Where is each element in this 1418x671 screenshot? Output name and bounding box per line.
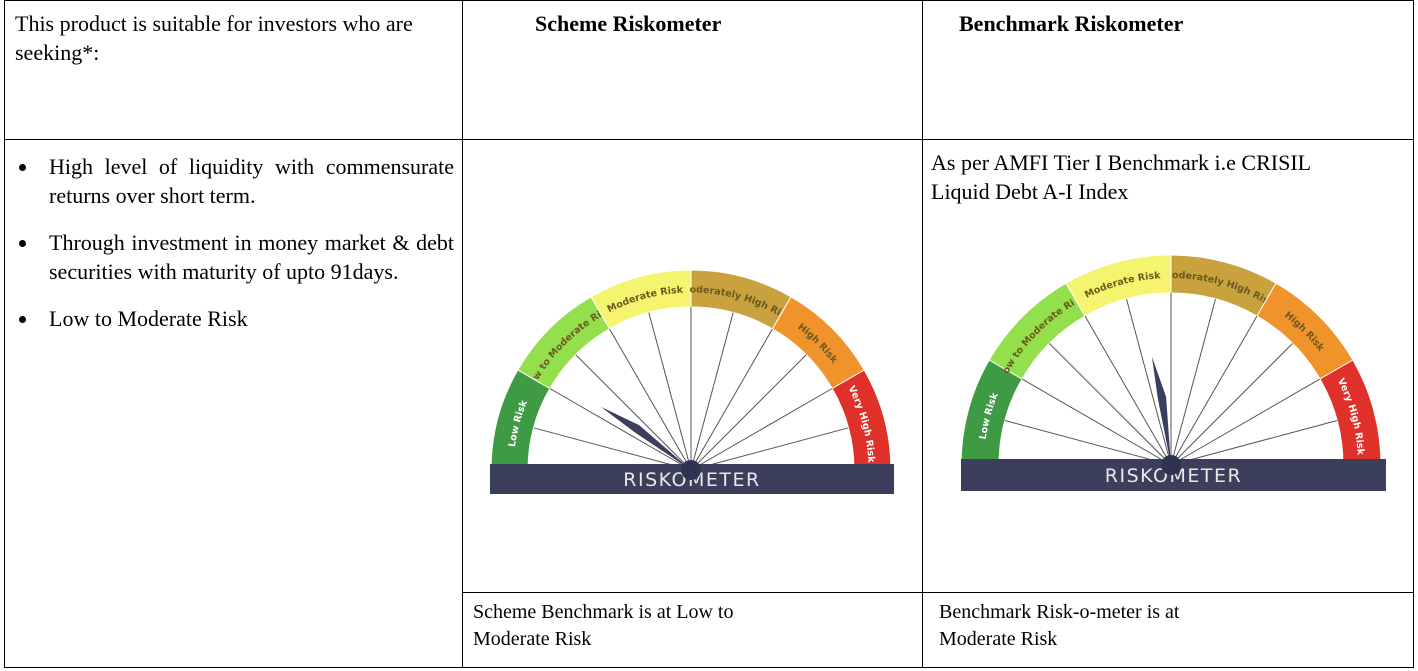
- objectives-cell: High level of liquidity with commensurat…: [4, 139, 463, 668]
- gauge-ray: [1004, 420, 1172, 466]
- header-text: Scheme Riskometer: [535, 11, 722, 36]
- footer-cell: Scheme Benchmark is at Low to Moderate R…: [462, 592, 923, 668]
- gauge-ray: [1021, 378, 1172, 466]
- riskometer-label: RISKOMETER: [1105, 465, 1242, 487]
- riskometer-label: RISKOMETER: [623, 469, 760, 491]
- header-text: This product is suitable for investors w…: [15, 11, 413, 65]
- gauge-ray: [1170, 298, 1216, 466]
- gauge-ray: [690, 388, 833, 471]
- gauge-ray: [690, 328, 773, 471]
- gauge-ray: [1170, 378, 1321, 466]
- needle-hub: [681, 460, 701, 480]
- header-cell: Scheme Riskometer: [462, 0, 923, 140]
- gauge-ray: [1170, 343, 1293, 466]
- gauge-ray: [1170, 420, 1338, 466]
- objectives-list: High level of liquidity with commensurat…: [5, 152, 454, 333]
- gauge-ray: [690, 312, 734, 471]
- header-cell: Benchmark Riskometer: [922, 0, 1414, 140]
- gauge-ray: [1084, 315, 1172, 466]
- needle-hub: [1161, 455, 1181, 475]
- benchmark-note: As per AMFI Tier I Benchmark i.e CRISIL …: [931, 150, 1311, 204]
- gauge-ray: [1049, 343, 1172, 466]
- objective: Through investment in money market & deb…: [39, 228, 454, 286]
- gauge-ray: [533, 427, 692, 471]
- gauge-ray: [690, 427, 849, 471]
- header-cell: This product is suitable for investors w…: [4, 0, 463, 140]
- footer-cell: Benchmark Risk-o-meter is at Moderate Ri…: [922, 592, 1414, 668]
- gauge-ray: [690, 354, 807, 471]
- footer-text: Benchmark Risk-o-meter is at Moderate Ri…: [939, 601, 1180, 650]
- header-text: Benchmark Riskometer: [959, 11, 1184, 36]
- needle: [600, 406, 691, 470]
- footer-text: Scheme Benchmark is at Low to Moderate R…: [473, 601, 734, 650]
- gauge-ray: [549, 388, 692, 471]
- objective: High level of liquidity with commensurat…: [39, 152, 454, 210]
- benchmark-gauge-cell: As per AMFI Tier I Benchmark i.e CRISIL …: [918, 132, 1414, 593]
- gauge-ray: [1126, 298, 1172, 466]
- needle: [1151, 356, 1171, 465]
- objective: Low to Moderate Risk: [39, 304, 454, 333]
- gauge-ray: [575, 354, 692, 471]
- gauge-ray: [609, 328, 692, 471]
- gauge-ray: [648, 312, 692, 471]
- gauge-ray: [1170, 315, 1258, 466]
